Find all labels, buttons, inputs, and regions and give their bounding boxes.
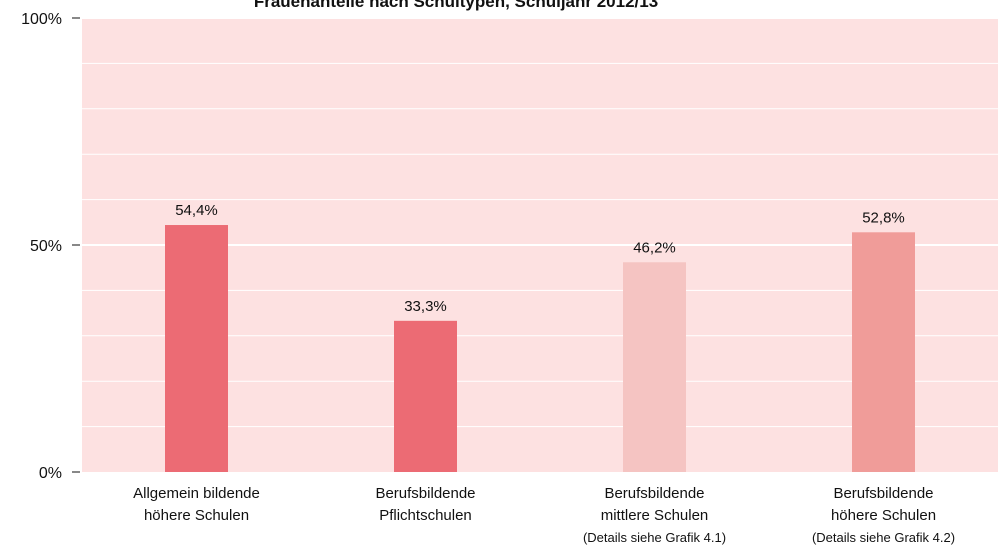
bar-value-label: 33,3% xyxy=(404,298,447,315)
y-tick-label: 0% xyxy=(39,465,62,482)
bar-value-label: 54,4% xyxy=(175,202,218,219)
x-category-label: Berufsbildende xyxy=(604,485,704,502)
x-category-label: (Details siehe Grafik 4.2) xyxy=(812,530,955,545)
bar xyxy=(852,232,915,472)
x-category-label: Pflichtschulen xyxy=(379,507,472,524)
y-tick-label: 50% xyxy=(30,238,62,255)
x-category-label: höhere Schulen xyxy=(831,507,936,524)
bar xyxy=(623,262,686,472)
bar-value-label: 52,8% xyxy=(862,209,905,226)
bars: 54,4% 33,3% 46,2% 52,8% xyxy=(165,202,915,472)
gridlines xyxy=(82,17,998,428)
chart-title: Frauenanteile nach Schultypen, Schuljahr… xyxy=(254,0,658,11)
y-tick-label: 100% xyxy=(21,11,62,28)
y-axis: 0% 50% 100% xyxy=(21,11,80,482)
x-category-label: Allgemein bildende xyxy=(133,485,260,502)
x-category-label: höhere Schulen xyxy=(144,507,249,524)
x-category-label: Berufsbildende xyxy=(375,485,475,502)
bar xyxy=(394,320,457,472)
bar xyxy=(165,225,228,472)
x-axis: Allgemein bildende höhere Schulen Berufsbi… xyxy=(133,485,955,545)
x-category-label: Berufsbildende xyxy=(833,485,933,502)
x-category-label: mittlere Schulen xyxy=(601,507,709,524)
x-category-label: (Details siehe Grafik 4.1) xyxy=(583,530,726,545)
bar-value-label: 46,2% xyxy=(633,239,676,256)
